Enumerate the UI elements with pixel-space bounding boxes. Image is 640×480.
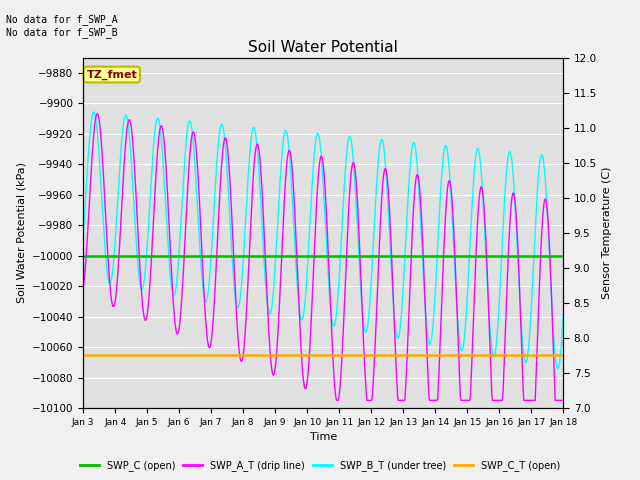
Text: TZ_fmet: TZ_fmet (86, 70, 137, 80)
Title: Soil Water Potential: Soil Water Potential (248, 40, 398, 55)
X-axis label: Time: Time (310, 432, 337, 442)
Y-axis label: Soil Water Potential (kPa): Soil Water Potential (kPa) (17, 162, 26, 303)
Text: No data for f_SWP_A
No data for f_SWP_B: No data for f_SWP_A No data for f_SWP_B (6, 14, 118, 38)
Legend: SWP_C (open), SWP_A_T (drip line), SWP_B_T (under tree), SWP_C_T (open): SWP_C (open), SWP_A_T (drip line), SWP_B… (76, 456, 564, 475)
Y-axis label: Sensor Temperature (C): Sensor Temperature (C) (602, 167, 612, 299)
